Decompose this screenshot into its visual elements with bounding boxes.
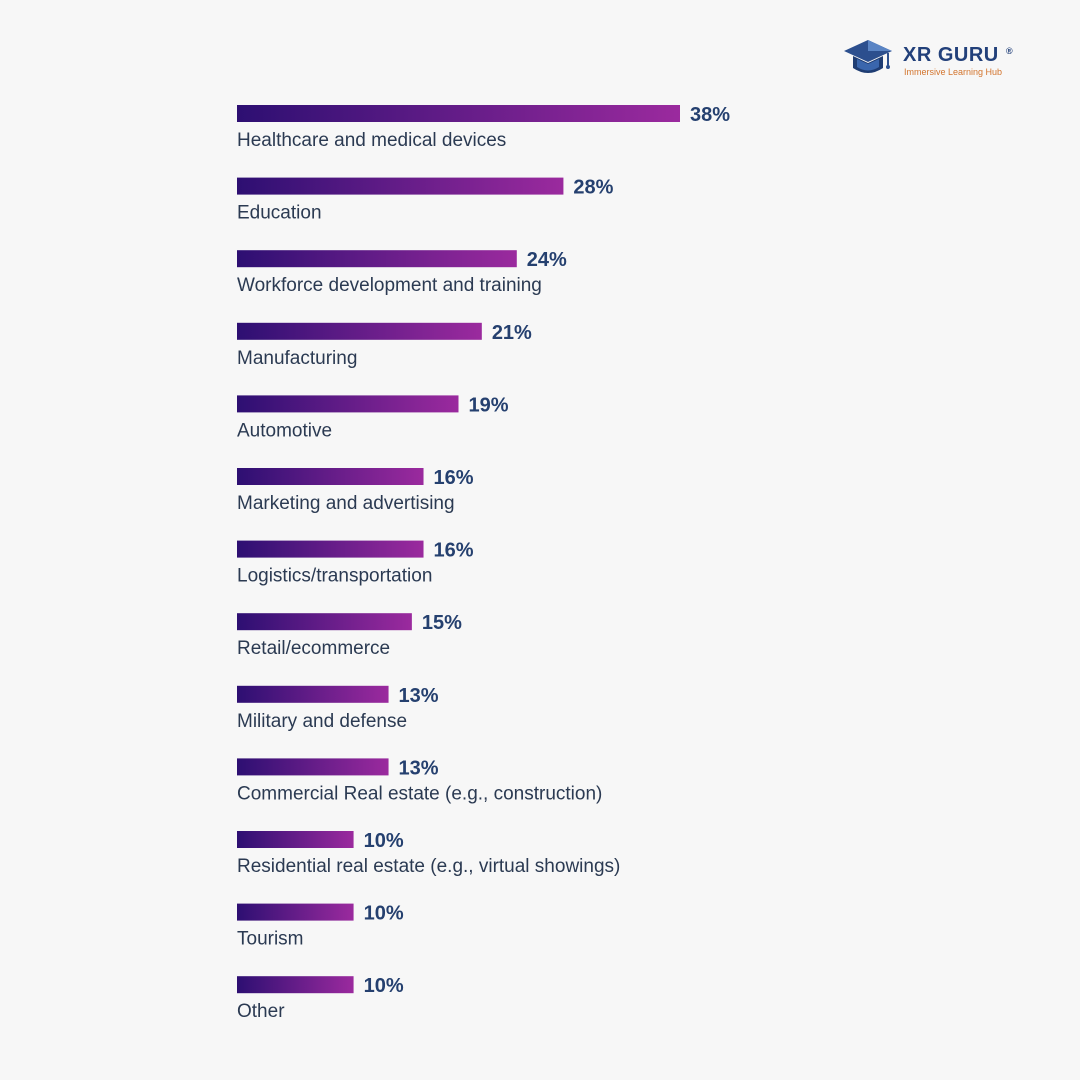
category-label: Logistics/transportation — [237, 566, 432, 587]
category-label: Manufacturing — [237, 348, 357, 369]
bar — [237, 758, 389, 776]
category-label: Retail/ecommerce — [237, 638, 390, 659]
category-label: Workforce development and training — [237, 275, 542, 296]
bar — [237, 322, 482, 340]
bar-value-label: 38% — [690, 104, 730, 126]
category-label: Military and defense — [237, 711, 407, 732]
bar-value-label: 16% — [434, 467, 474, 489]
bar — [237, 540, 424, 558]
bar — [237, 831, 354, 848]
category-label: Residential real estate (e.g., virtual s… — [237, 856, 620, 877]
category-label: Automotive — [237, 420, 332, 441]
brand-name: XR GURU — [903, 44, 999, 66]
bar — [237, 613, 412, 631]
bar — [237, 177, 564, 195]
bar — [237, 685, 389, 703]
bar-value-label: 24% — [527, 249, 567, 271]
bar-value-label: 10% — [364, 903, 404, 925]
bar — [237, 976, 354, 994]
bar-value-label: 19% — [469, 394, 509, 416]
category-label: Other — [237, 1001, 285, 1022]
category-label: Tourism — [237, 929, 304, 950]
category-label: Commercial Real estate (e.g., constructi… — [237, 783, 602, 804]
bar-value-label: 13% — [399, 757, 439, 779]
graduation-cap-icon — [844, 40, 892, 73]
brand-logo: XR GURU ® Immersive Learning Hub — [843, 38, 1033, 80]
category-label: Healthcare and medical devices — [237, 130, 506, 151]
category-label: Marketing and advertising — [237, 493, 455, 514]
bar — [237, 250, 517, 268]
brand-tagline: Immersive Learning Hub — [904, 67, 1003, 77]
bar — [237, 105, 680, 122]
category-label: Education — [237, 203, 322, 224]
bar-value-label: 10% — [364, 830, 404, 852]
bar — [237, 395, 459, 413]
bar-value-label: 10% — [364, 975, 404, 997]
bar — [237, 903, 354, 921]
brand-registered-mark: ® — [1006, 46, 1013, 56]
bar-value-label: 13% — [399, 685, 439, 707]
bar-value-label: 28% — [573, 177, 613, 199]
chart-bars: 38% Healthcare and medical devices 28% Educ… — [237, 104, 730, 1022]
bar-value-label: 16% — [434, 540, 474, 562]
bar — [237, 468, 424, 485]
bar-value-label: 21% — [492, 322, 532, 344]
bar-value-label: 15% — [422, 612, 462, 634]
